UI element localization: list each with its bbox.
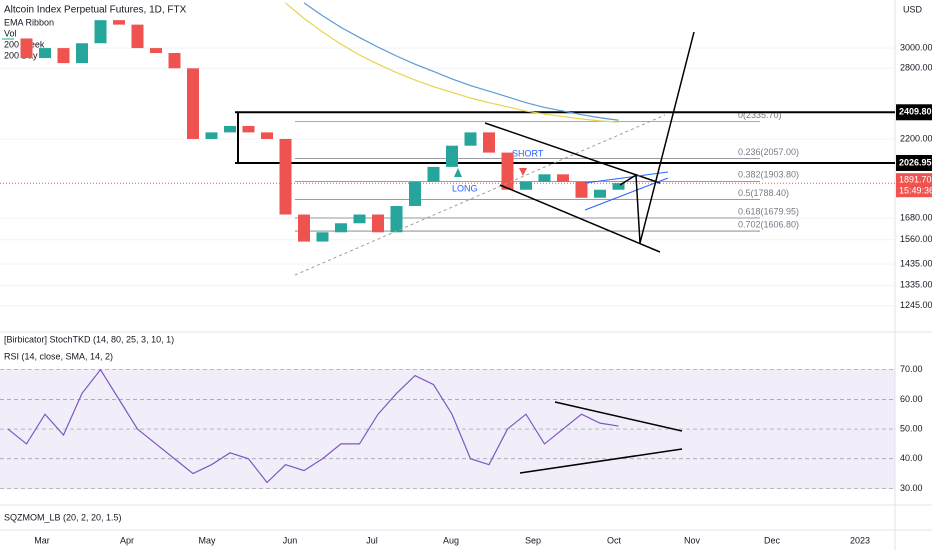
currency: USD <box>903 4 923 14</box>
price-tag <box>896 173 932 198</box>
candle <box>446 145 458 167</box>
moving-average <box>303 2 619 121</box>
countdown: 15:49:36 <box>899 186 932 196</box>
price-tag-label: 1891.70 <box>899 175 932 185</box>
x-tick-label: Jun <box>283 535 298 545</box>
x-tick-label: Nov <box>684 535 701 545</box>
candle <box>557 174 569 182</box>
y-tick-label: 2200.00 <box>900 133 932 143</box>
candle <box>464 132 477 146</box>
x-tick-label: Aug <box>443 535 459 545</box>
candle <box>205 132 218 139</box>
panel-title: SQZMOM_LB (20, 2, 20, 1.5) <box>4 512 122 522</box>
y-tick-label: 1435.00 <box>900 259 932 269</box>
channel-line <box>499 184 661 253</box>
y-tick-label: 1560.00 <box>900 234 932 244</box>
x-tick-label: May <box>198 535 216 545</box>
indicator-label: EMA Ribbon <box>4 17 54 27</box>
price-tag <box>896 154 932 171</box>
candle <box>242 125 255 133</box>
candle <box>20 38 33 59</box>
candle <box>483 132 495 153</box>
x-tick-label: 2023 <box>850 535 870 545</box>
annotation: SHORT <box>512 148 544 158</box>
triangle-line <box>584 177 669 211</box>
y-tick-label: 3000.00 <box>900 42 932 52</box>
y-tick-label: 2800.00 <box>900 63 932 73</box>
panel-title: RSI (14, close, SMA, 14, 2) <box>4 351 113 361</box>
y-tick-label: 70.00 <box>900 364 923 374</box>
fib-label: 0.382(1903.80) <box>738 170 799 180</box>
x-tick-label: Apr <box>120 535 134 545</box>
indicator-label: Vol <box>4 28 17 38</box>
annotation: LONG <box>452 183 478 193</box>
candle <box>501 152 514 190</box>
x-tick-label: Mar <box>34 535 50 545</box>
fib-label: 0.702(1606.80) <box>738 219 799 229</box>
candle <box>538 174 551 182</box>
projection-path <box>619 31 695 244</box>
candle <box>594 189 606 198</box>
price-tag-label: 2026.95 <box>899 157 932 167</box>
rsi-line <box>7 368 619 484</box>
y-tick-label: 30.00 <box>900 483 923 493</box>
candle <box>372 214 384 233</box>
long-marker <box>454 168 462 177</box>
trend-line <box>294 114 666 276</box>
candle <box>298 214 310 242</box>
candle <box>2 38 14 40</box>
candle <box>76 43 88 64</box>
fib-label: 0(2335.70) <box>738 110 782 120</box>
candle <box>390 206 403 233</box>
y-tick-label: 1680.00 <box>900 212 932 222</box>
fib-label: 0.5(1788.40) <box>738 188 789 198</box>
candle <box>224 125 236 133</box>
candle <box>279 138 292 215</box>
candle <box>131 24 144 49</box>
candle <box>409 181 421 207</box>
candle <box>353 214 366 224</box>
price-tag-label: 2409.80 <box>899 107 932 117</box>
candle <box>94 20 107 44</box>
candle <box>150 48 162 54</box>
moving-average <box>285 2 619 123</box>
candle <box>612 183 625 190</box>
candle <box>335 223 347 233</box>
fib-label: 0.236(2057.00) <box>738 147 799 157</box>
channel-line <box>484 122 661 184</box>
y-tick-label: 60.00 <box>900 394 923 404</box>
y-tick-label: 1245.00 <box>900 300 932 310</box>
symbol-title: Altcoin Index Perpetual Futures, 1D, FTX <box>4 5 187 16</box>
y-tick-label: 50.00 <box>900 423 923 433</box>
candle <box>168 53 181 69</box>
fib-label: 0.618(1679.95) <box>738 206 799 216</box>
drawings <box>294 31 695 474</box>
rsi-triangle <box>554 401 683 432</box>
panel-title: [Birbicator] StochTKD (14, 80, 25, 3, 10… <box>4 334 174 344</box>
candle <box>427 166 440 182</box>
candle <box>261 132 273 139</box>
candle <box>113 20 125 25</box>
rsi-triangle <box>519 448 683 474</box>
candle <box>316 232 329 242</box>
x-tick-label: Jul <box>366 535 378 545</box>
candle <box>57 48 70 64</box>
triangle-line <box>584 171 669 184</box>
y-tick-label: 1335.00 <box>900 280 932 290</box>
x-tick-label: Sep <box>525 535 541 545</box>
candle <box>520 181 532 190</box>
x-tick-label: Dec <box>764 535 781 545</box>
candle <box>575 181 588 198</box>
price-tag <box>896 104 932 121</box>
candle <box>39 48 51 59</box>
candle <box>187 68 199 139</box>
x-tick-label: Oct <box>607 535 622 545</box>
y-tick-label: 40.00 <box>900 453 923 463</box>
short-marker <box>519 168 527 176</box>
